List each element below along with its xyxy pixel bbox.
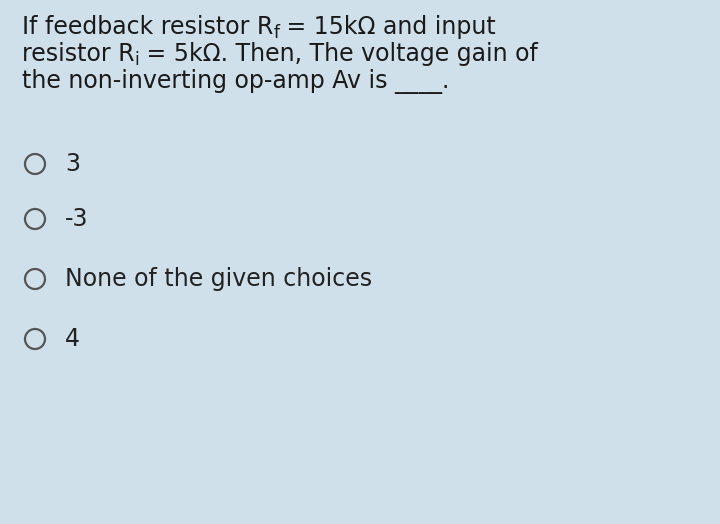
Text: 4: 4 bbox=[65, 327, 80, 351]
Text: = 5kΩ. Then, The voltage gain of: = 5kΩ. Then, The voltage gain of bbox=[140, 42, 539, 66]
Text: If feedback resistor R: If feedback resistor R bbox=[22, 15, 274, 39]
Text: None of the given choices: None of the given choices bbox=[65, 267, 372, 291]
Text: 3: 3 bbox=[65, 152, 80, 176]
Text: -3: -3 bbox=[65, 207, 89, 231]
Text: = 15kΩ and input: = 15kΩ and input bbox=[279, 15, 496, 39]
Text: f: f bbox=[274, 24, 279, 42]
Text: resistor R: resistor R bbox=[22, 42, 135, 66]
Text: the non-inverting op-amp Av is ____.: the non-inverting op-amp Av is ____. bbox=[22, 69, 449, 94]
Text: i: i bbox=[135, 51, 140, 69]
